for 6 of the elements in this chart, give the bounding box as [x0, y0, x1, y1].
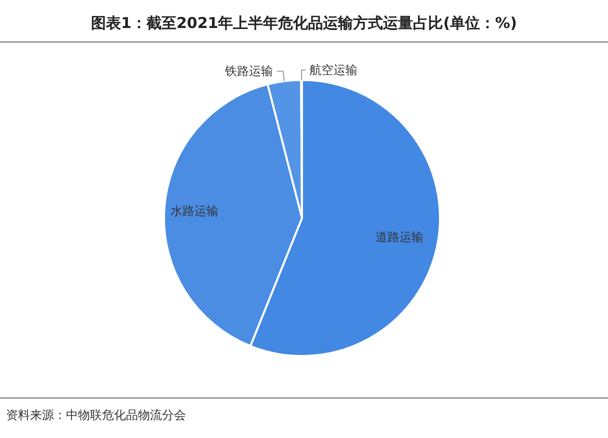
text: 资料来源：中物联危化品物流分会 [6, 408, 186, 422]
slice-label: 道路运输 [376, 230, 424, 244]
slice-label: 航空运输 [310, 63, 358, 77]
title: 图表1：截至2021年上半年危化品运输方式运量占比(单位：%) [91, 14, 517, 32]
slice-label: 铁路运输 [224, 64, 273, 78]
slice-label: 水路运输 [170, 204, 219, 218]
